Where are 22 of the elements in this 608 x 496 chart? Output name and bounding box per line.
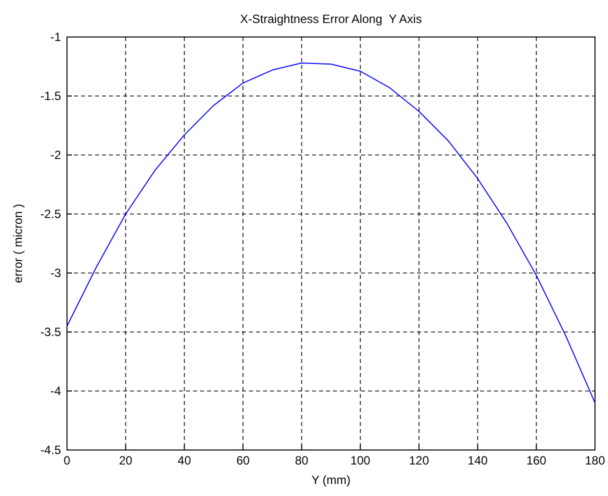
x-tick-label: 180 xyxy=(584,454,606,468)
y-tick-label: -4.5 xyxy=(40,442,62,457)
line-series xyxy=(66,62,596,404)
x-tick-label: 100 xyxy=(350,454,371,468)
y-tick-label: -4 xyxy=(50,384,62,398)
chart-title: X-Straightness Error Along Y Axis xyxy=(240,12,422,26)
x-tick-label: 120 xyxy=(408,454,430,468)
x-tick-label: 160 xyxy=(526,454,547,468)
y-axis-title: error ( micron ) xyxy=(11,204,25,284)
y-tick-label: -3.5 xyxy=(40,324,62,339)
x-tick-label: 60 xyxy=(236,454,250,468)
x-tick-label: 80 xyxy=(294,454,309,468)
x-tick-label: 20 xyxy=(118,454,133,468)
x-axis-title: Y (mm) xyxy=(311,473,351,487)
x-tick-label: 40 xyxy=(178,454,192,468)
x-tick-label: 140 xyxy=(468,454,488,468)
y-tick-label: -2.5 xyxy=(40,206,62,221)
x-tick-label: 0 xyxy=(64,454,71,468)
y-tick-label: -1.5 xyxy=(40,88,62,103)
y-tick-label: -1 xyxy=(50,30,62,44)
y-tick-label: -2 xyxy=(50,148,62,162)
y-tick-label: -3 xyxy=(50,266,62,280)
